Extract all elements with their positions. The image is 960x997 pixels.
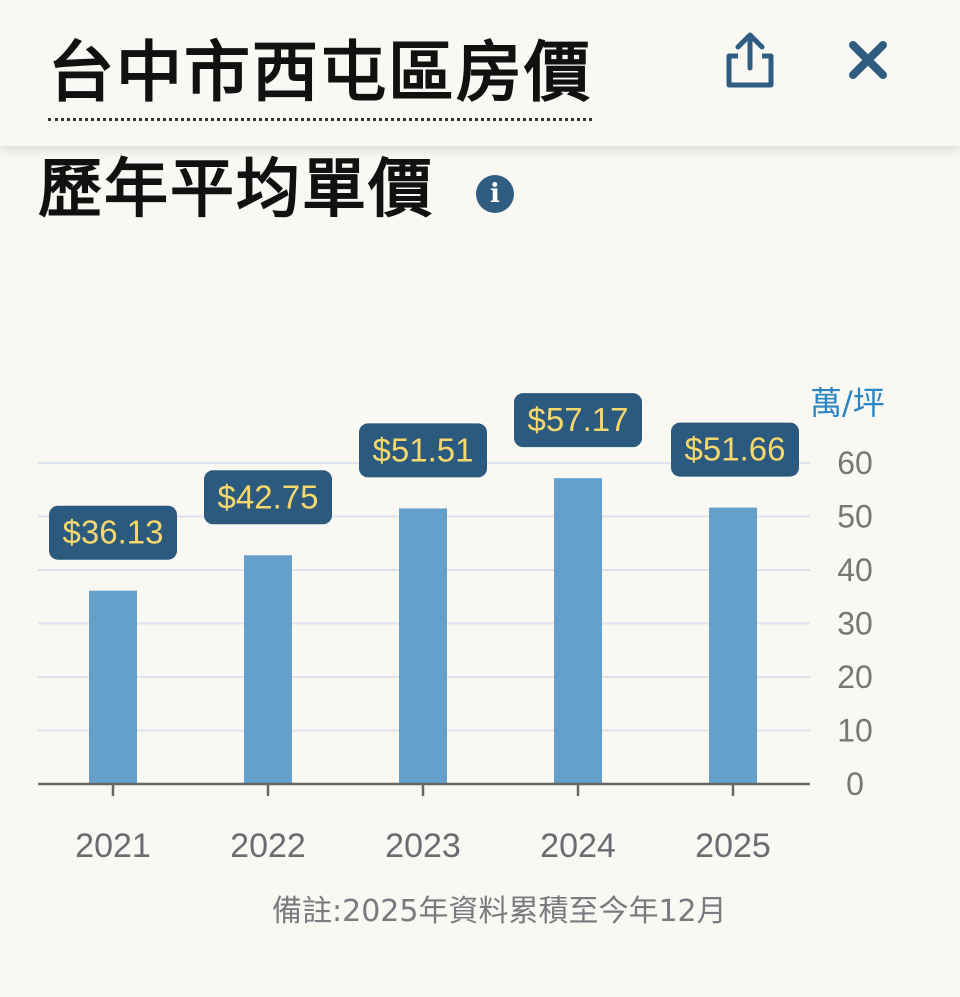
data-label: $51.51: [373, 431, 474, 468]
x-tick-label: 2023: [385, 827, 461, 865]
y-tick-label: 0: [846, 766, 864, 802]
section-title: 歷年平均單價: [38, 153, 434, 227]
share-icon: [726, 32, 774, 88]
y-tick-label: 20: [837, 659, 873, 695]
y-tick-label: 10: [837, 713, 873, 749]
share-button[interactable]: [720, 30, 780, 90]
bar-chart: 0 10 20 30 40 50 60 2021 2022 2023 2024 2025 $36.13 $…: [38, 393, 873, 865]
close-icon: [849, 41, 887, 79]
x-tick-label: 2024: [540, 827, 616, 865]
data-label: $36.13: [63, 514, 164, 551]
x-tick-label: 2021: [75, 827, 151, 865]
bar: [709, 507, 757, 784]
data-label-box: [514, 393, 642, 448]
footnote: 備註:2025年資料累積至今年12月: [272, 894, 727, 929]
y-tick-label: 40: [837, 552, 873, 588]
bar: [554, 478, 602, 784]
x-tick-label: 2022: [230, 827, 306, 865]
data-label-box: [671, 422, 799, 477]
x-tick-label: 2025: [695, 827, 771, 865]
bar: [89, 590, 137, 784]
data-label-box: [204, 470, 332, 525]
data-label-box: [359, 423, 487, 478]
close-button[interactable]: [838, 30, 898, 90]
data-label: $57.17: [528, 401, 629, 438]
app-header: 台中市西屯區房價: [0, 0, 960, 146]
y-axis-unit-label: 萬/坪: [810, 384, 885, 422]
bar: [244, 555, 292, 784]
data-label: $42.75: [218, 478, 319, 515]
y-tick-label: 30: [837, 606, 873, 642]
data-label-box: [49, 505, 177, 560]
page-title: 台中市西屯區房價: [48, 28, 592, 121]
data-label: $51.66: [685, 431, 786, 468]
y-tick-label: 60: [837, 445, 873, 481]
y-tick-label: 50: [837, 499, 873, 535]
info-icon[interactable]: i: [476, 175, 514, 213]
bar: [399, 508, 447, 784]
